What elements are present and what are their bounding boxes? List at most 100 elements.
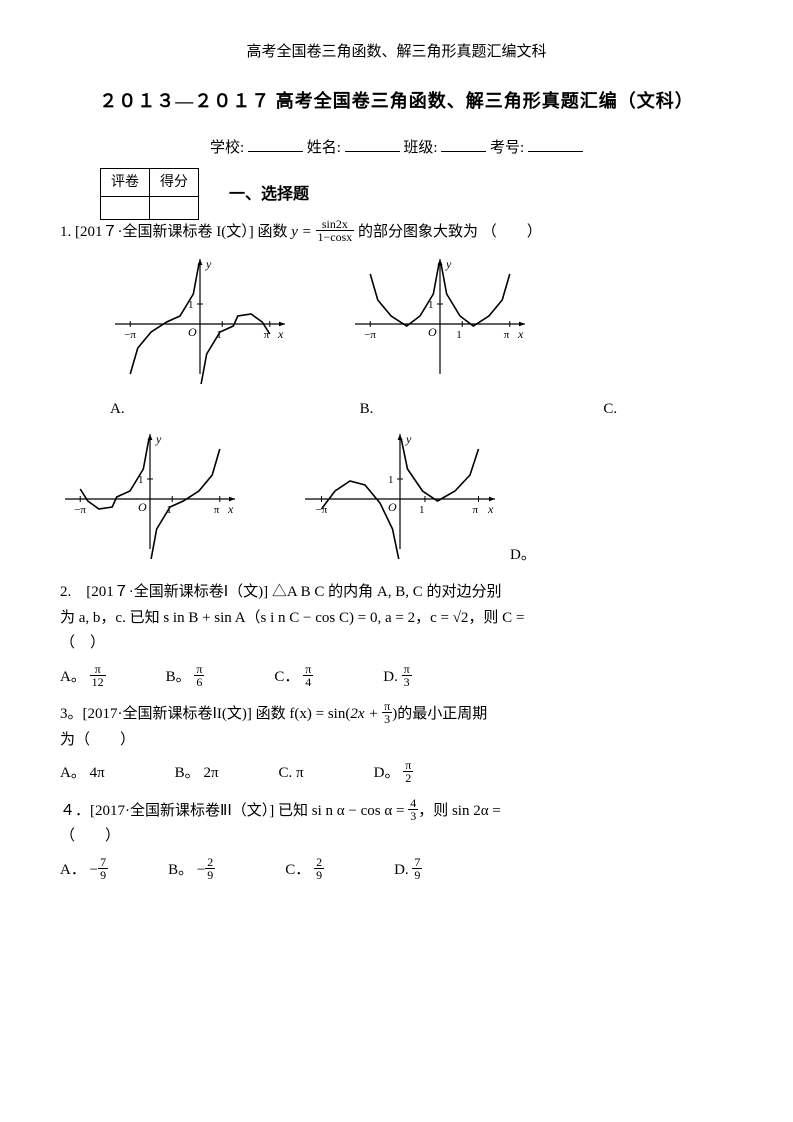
frac-num: 2 <box>314 856 324 869</box>
svg-text:−π: −π <box>74 504 86 516</box>
q1-graph-B-cell: yxO−π1π1 <box>350 254 530 394</box>
q4-optD-label: D. <box>394 862 409 878</box>
frac-num: 4 <box>408 797 418 810</box>
frac-num: π <box>90 663 106 676</box>
q4-optD: D. 79 <box>394 858 422 884</box>
q1-graph-B: yxO−π1π1 <box>350 254 530 384</box>
grade-cell1[interactable] <box>101 197 150 220</box>
q3-options: A。 4π B。 2π C. π D。 π2 <box>60 761 733 787</box>
q4-optA: A． −79 <box>60 858 108 884</box>
q3-optA: A。 4π <box>60 761 105 787</box>
q4-optC-label: C． <box>285 862 310 878</box>
frac-den: 2 <box>403 772 413 784</box>
frac-den: 3 <box>402 676 412 688</box>
svg-text:−π: −π <box>124 329 136 341</box>
label-class: 班级: <box>403 140 437 156</box>
q4-paren: （ ） <box>60 824 733 850</box>
q1-optC: C. <box>603 397 617 423</box>
q3-suffix: 的最小正周期 <box>397 706 487 722</box>
q3-optD: D。 π2 <box>374 761 414 787</box>
main-title: ２０１３—２０１７ 高考全国卷三角函数、解三角形真题汇编（文科） <box>60 86 733 117</box>
grade-cell2[interactable] <box>150 197 199 220</box>
svg-text:π: π <box>214 504 220 516</box>
q4-optC: C． 29 <box>285 858 324 884</box>
grade-table: 评卷得分 <box>100 168 199 221</box>
q4-optB: B。 −29 <box>168 858 215 884</box>
svg-text:O: O <box>428 325 437 339</box>
q4-optB-label: B。 <box>168 862 193 878</box>
blank-class[interactable] <box>441 151 486 152</box>
q2-optC-label: C． <box>274 669 299 685</box>
svg-text:1: 1 <box>388 474 394 486</box>
frac-num: 7 <box>412 856 422 869</box>
q4-prefix: ４．[2017·全国新课标卷ⅡⅠ（文）] 已知 si n α − cos α = <box>60 803 408 819</box>
svg-text:1: 1 <box>456 329 462 341</box>
svg-text:O: O <box>388 500 397 514</box>
label-name: 姓名: <box>307 140 341 156</box>
frac-den: 6 <box>194 676 204 688</box>
frac-den: 12 <box>90 676 106 688</box>
q2-optC: C． π4 <box>274 665 313 691</box>
svg-text:x: x <box>227 502 234 516</box>
q4-options: A． −79 B。 −29 C． 29 D. 79 <box>60 858 733 884</box>
q1-graph-A: yxO−π1π1 <box>110 254 290 384</box>
q1-graph-row-1: yxO−π1π1 yxO−π1π1 <box>60 254 733 394</box>
svg-text:−π: −π <box>316 504 328 516</box>
q2-optA: A。 π12 <box>60 665 106 691</box>
frac-den: 9 <box>314 869 324 881</box>
svg-text:π: π <box>264 329 270 341</box>
question-4: ４．[2017·全国新课标卷ⅡⅠ（文）] 已知 si n α − cos α =… <box>60 799 733 850</box>
grade-col2: 得分 <box>150 168 199 197</box>
info-line: 学校: 姓名: 班级: 考号: <box>60 136 733 162</box>
q1-graph-D-cell: yxO−π1π1 <box>300 429 500 569</box>
q1-frac-den: 1−cosx <box>316 231 355 243</box>
q1-optB: B. <box>360 397 374 423</box>
q3-optB: B。 2π <box>175 761 219 787</box>
q1-graph-C-cell: yxO−π1π1 <box>60 429 240 569</box>
svg-text:π: π <box>473 504 479 516</box>
q3-prefix: 3。[2017·全国新课标卷ⅠI(文)] 函数 f(x) = sin <box>60 706 345 722</box>
q1-suffix: 的部分图象大致为 （ ） <box>358 224 542 240</box>
label-id: 考号: <box>490 140 524 156</box>
blank-school[interactable] <box>248 151 303 152</box>
frac-den: 9 <box>98 869 108 881</box>
q1-optA: A. <box>110 397 125 423</box>
q2-line1: 2. [201７·全国新课标卷Ⅰ（文)] △A B C 的内角 A, B, C … <box>60 580 733 606</box>
q4-mid: ，则 sin 2α = <box>418 803 501 819</box>
grade-col1: 评卷 <box>101 168 150 197</box>
q1-optD: D。 <box>510 543 536 569</box>
q3-optB-label: B。 <box>175 765 200 781</box>
frac-den: 9 <box>412 869 422 881</box>
q2-optD-label: D. <box>383 669 398 685</box>
svg-text:O: O <box>138 500 147 514</box>
q1-graph-A-cell: yxO−π1π1 <box>110 254 290 394</box>
frac-num: π <box>194 663 204 676</box>
q2-optB-label: B。 <box>166 669 191 685</box>
q2-paren: （ ） <box>60 631 733 657</box>
svg-text:x: x <box>277 327 284 341</box>
frac-num: π <box>303 663 313 676</box>
q1-fraction: sin2x 1−cosx <box>316 218 355 243</box>
q3-optC-val: π <box>296 765 304 781</box>
section-title-1: 一、选择题 <box>229 168 309 206</box>
q4-optA-label: A． <box>60 862 86 878</box>
q2-optA-label: A。 <box>60 669 86 685</box>
blank-id[interactable] <box>528 151 583 152</box>
question-2: 2. [201７·全国新课标卷Ⅰ（文)] △A B C 的内角 A, B, C … <box>60 580 733 657</box>
frac-num: 2 <box>205 856 215 869</box>
q3-optA-label: A。 <box>60 765 86 781</box>
frac-den: 9 <box>205 869 215 881</box>
blank-name[interactable] <box>345 151 400 152</box>
q3-optC: C. π <box>279 761 304 787</box>
frac-den: 3 <box>408 810 418 822</box>
svg-text:−π: −π <box>364 329 376 341</box>
q3-optB-val: 2π <box>203 765 218 781</box>
svg-text:1: 1 <box>419 504 425 516</box>
q2-optD: D. π3 <box>383 665 411 691</box>
question-3: 3。[2017·全国新课标卷ⅠI(文)] 函数 f(x) = sin(2x + … <box>60 702 733 753</box>
q1-text: 1. [201７·全国新课标卷 I(文）] 函数 <box>60 224 287 240</box>
svg-text:y: y <box>405 432 412 446</box>
q4-optB-sign: − <box>197 862 205 878</box>
frac-den: 4 <box>303 676 313 688</box>
frac-num: π <box>402 663 412 676</box>
